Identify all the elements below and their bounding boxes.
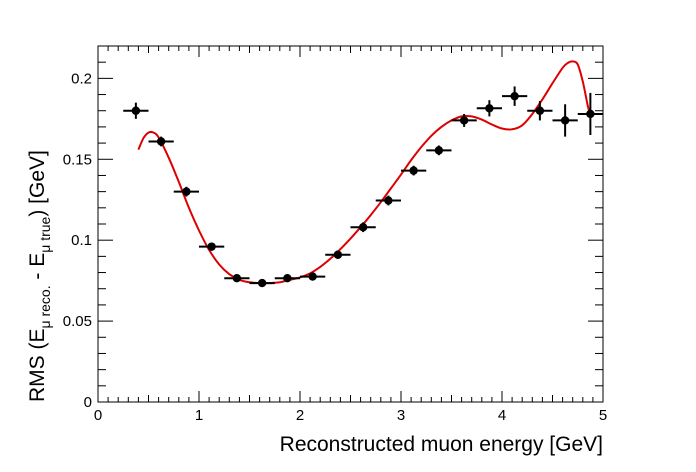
marker bbox=[283, 274, 292, 283]
x-tick-label: 1 bbox=[195, 407, 203, 424]
x-tick-label: 0 bbox=[94, 407, 102, 424]
marker bbox=[459, 116, 469, 125]
data-point bbox=[502, 86, 528, 106]
data-point bbox=[224, 274, 250, 283]
x-tick-label: 2 bbox=[296, 407, 304, 424]
y-axis-title-sub2: μ true bbox=[37, 216, 53, 252]
tick-labels: 0 1 2 3 4 5 0 0.05 0.1 0.15 0.2 bbox=[63, 70, 607, 424]
y-axis-title-prefix: RMS (E bbox=[26, 329, 49, 403]
data-point bbox=[173, 186, 199, 197]
data-point bbox=[426, 145, 452, 156]
y-axis-title: RMS (Eμ reco. - Eμ true) [GeV] bbox=[26, 150, 53, 402]
data-point bbox=[552, 104, 578, 137]
y-tick-label: 0.15 bbox=[63, 151, 92, 168]
data-point bbox=[476, 100, 502, 117]
marker bbox=[535, 106, 545, 115]
x-tick-label: 3 bbox=[397, 407, 405, 424]
marker bbox=[434, 146, 444, 155]
data-point bbox=[274, 274, 300, 283]
marker bbox=[333, 250, 343, 259]
marker bbox=[384, 196, 393, 205]
y-axis-title-sub1: μ reco. bbox=[37, 285, 53, 328]
plot-frame bbox=[97, 45, 604, 403]
marker bbox=[510, 91, 519, 101]
fit-curve bbox=[137, 60, 592, 285]
x-tick-label: 4 bbox=[498, 407, 506, 424]
marker bbox=[182, 187, 191, 196]
marker bbox=[232, 274, 242, 283]
data-point bbox=[199, 242, 225, 251]
marker bbox=[308, 272, 317, 281]
y-tick-label: 0.1 bbox=[71, 232, 92, 249]
data-point bbox=[375, 195, 401, 206]
marker bbox=[409, 166, 418, 175]
marker bbox=[485, 104, 494, 113]
marker bbox=[586, 109, 595, 119]
data-point bbox=[148, 136, 174, 147]
marker bbox=[257, 278, 267, 288]
data-point bbox=[300, 272, 326, 281]
y-tick-label: 0 bbox=[84, 394, 92, 411]
data-points-layer bbox=[123, 86, 603, 288]
data-point bbox=[325, 250, 351, 259]
x-axis-title: Reconstructed muon energy [GeV] bbox=[280, 433, 603, 456]
marker bbox=[560, 116, 570, 125]
marker bbox=[358, 223, 368, 232]
y-axis-title-suffix: ) [GeV] bbox=[26, 150, 49, 217]
marker bbox=[156, 137, 166, 146]
data-point bbox=[577, 92, 603, 135]
y-tick-label: 0.05 bbox=[63, 313, 92, 330]
data-point bbox=[527, 101, 553, 121]
fit-curve-layer bbox=[137, 60, 592, 285]
x-tick-label: 5 bbox=[599, 407, 607, 424]
data-point bbox=[401, 165, 427, 176]
data-point bbox=[123, 102, 149, 119]
data-point bbox=[249, 278, 275, 288]
data-point bbox=[350, 222, 376, 233]
axis-ticks bbox=[97, 45, 604, 403]
data-point bbox=[451, 113, 477, 127]
y-axis-title-middle: - E bbox=[26, 253, 49, 286]
marker bbox=[207, 242, 216, 251]
y-tick-label: 0.2 bbox=[71, 70, 92, 87]
marker bbox=[131, 106, 141, 115]
